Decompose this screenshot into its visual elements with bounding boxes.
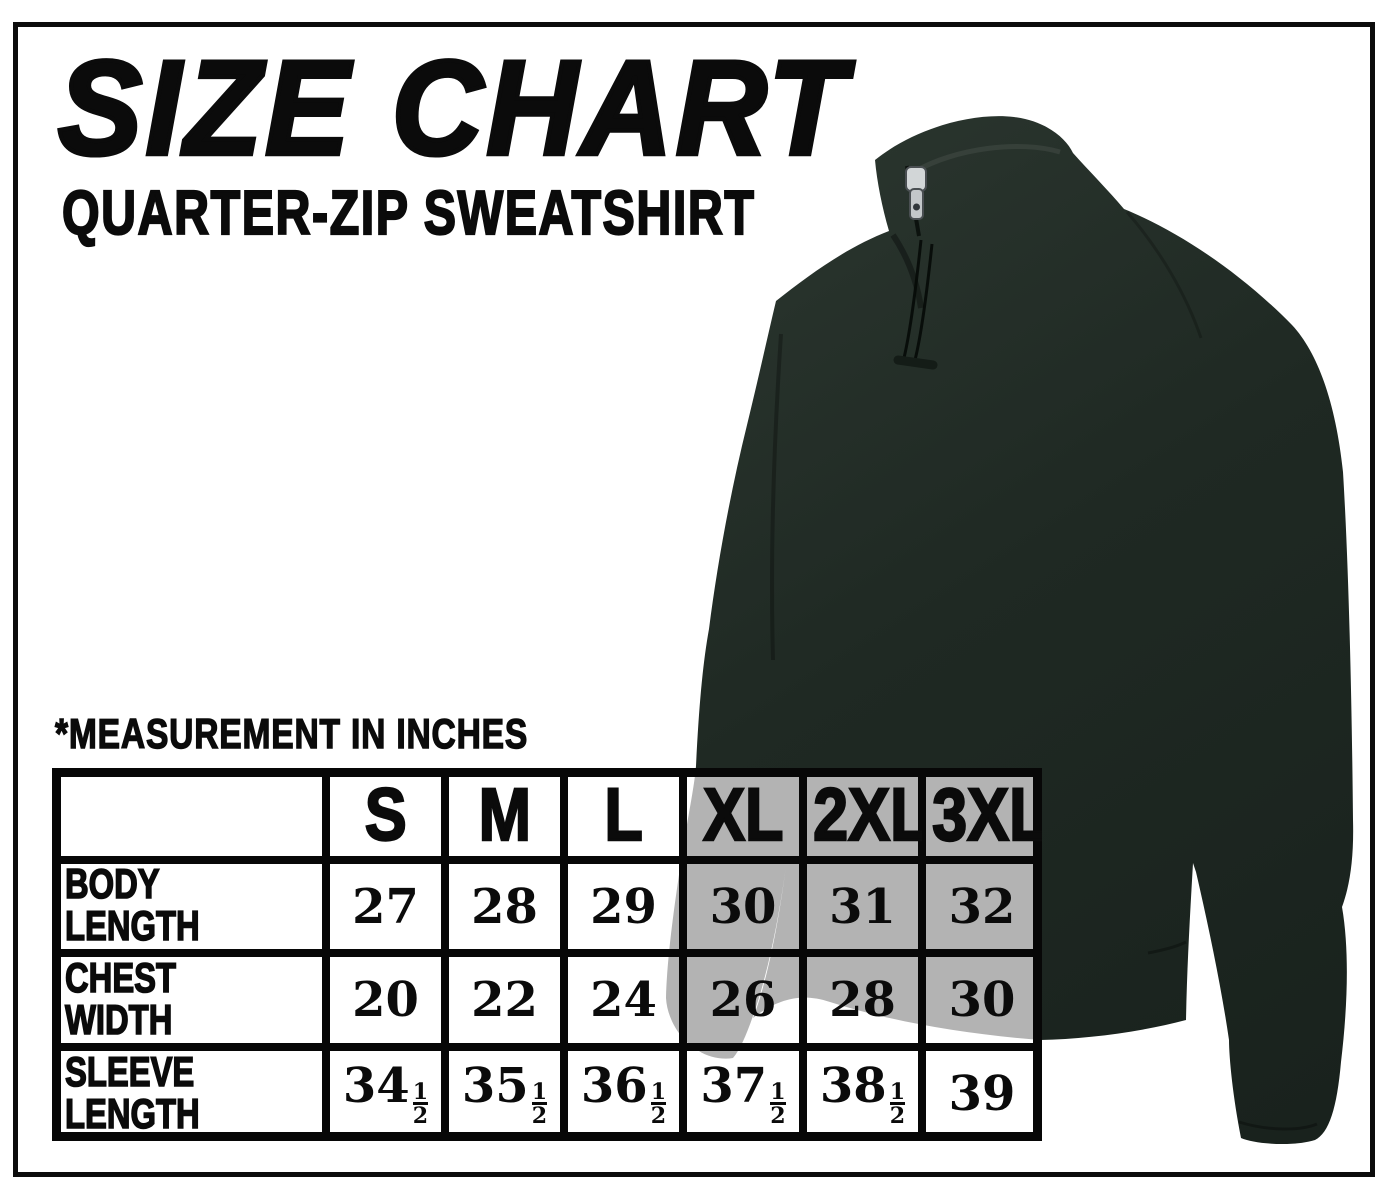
cell-sleeve-length-xl: 37 1 2 — [700, 1058, 786, 1129]
cell-body-length-s: 27 — [352, 878, 419, 935]
cell-body-length-l: 29 — [590, 878, 657, 935]
zipper-pull-icon — [905, 166, 927, 220]
column-header-m: M — [477, 772, 531, 856]
cell-body-length-xl: 30 — [709, 878, 777, 935]
table-row-chest-width: CHEST WIDTH 20 22 24 26 28 30 — [52, 953, 1042, 1047]
size-table: S M L XL 2XL 3XL BODY LENGTH 27 28 29 30… — [52, 768, 1042, 1141]
shoulder-seam — [1125, 211, 1203, 339]
column-header-s: S — [363, 772, 407, 856]
cell-sleeve-length-s: 34 1 2 — [342, 1058, 429, 1129]
column-header-l: L — [603, 772, 643, 856]
cell-chest-width-m: 22 — [471, 972, 538, 1028]
row-label-chest-width: CHEST WIDTH — [64, 953, 177, 1043]
neck-shadow — [890, 233, 924, 309]
row-label-sleeve-length: SLEEVE LENGTH — [64, 1047, 200, 1137]
cell-body-length-3xl: 32 — [948, 878, 1016, 935]
page-subtitle: QUARTER-ZIP SWEATSHIRT — [61, 179, 756, 248]
page-title: SIZE CHART — [56, 34, 850, 183]
cell-chest-width-xl: 26 — [709, 972, 777, 1028]
cell-chest-width-l: 24 — [590, 972, 657, 1028]
collar-rim-highlight — [912, 143, 1061, 175]
header-row: S M L XL 2XL 3XL — [52, 768, 1042, 860]
cell-chest-width-2xl: 28 — [829, 972, 896, 1028]
placket-bottom-bar — [893, 355, 938, 370]
cell-sleeve-length-3xl: 39 — [948, 1066, 1016, 1122]
table-row-sleeve-length: SLEEVE LENGTH 34 1 2 35 1 2 36 1 2 37 1 2 38 1 2 3… — [52, 1047, 1042, 1141]
zipper-placket-left — [902, 239, 923, 359]
cuff-seam — [1238, 1120, 1318, 1131]
cell-sleeve-length-m: 35 1 2 — [461, 1058, 548, 1129]
cell-chest-width-s: 20 — [352, 972, 419, 1028]
column-header-xl: XL — [702, 772, 784, 856]
table-row-body-length: BODY LENGTH 27 28 29 30 31 32 — [52, 860, 1042, 953]
cell-sleeve-length-l: 36 1 2 — [580, 1058, 667, 1129]
column-header-3xl: 3XL — [931, 772, 1042, 856]
column-header-2xl: 2XL — [812, 772, 922, 856]
table-corner-cell — [52, 768, 326, 860]
hem-seam — [1147, 940, 1187, 955]
cell-sleeve-length-2xl: 38 1 2 — [819, 1058, 906, 1129]
cell-body-length-2xl: 31 — [829, 878, 896, 935]
cell-chest-width-3xl: 30 — [948, 972, 1016, 1028]
row-label-body-length: BODY LENGTH — [64, 860, 200, 949]
sleeve-crease — [769, 333, 783, 661]
measurement-note: *MEASUREMENT IN INCHES — [54, 710, 529, 757]
cell-body-length-m: 28 — [471, 878, 538, 935]
zipper-placket-right — [913, 243, 934, 361]
